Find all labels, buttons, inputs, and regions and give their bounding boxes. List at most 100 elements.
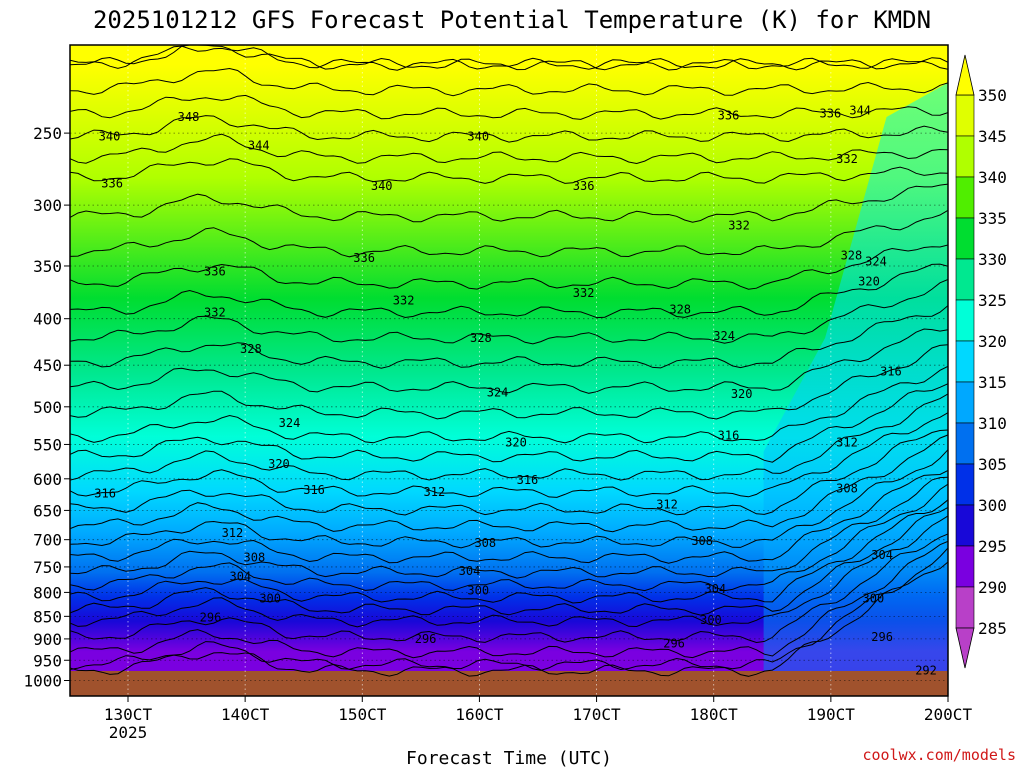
colorbar-segment [955,422,975,465]
contour-label: 344 [248,139,270,153]
y-tick-label: 700 [33,531,62,550]
ground-layer [70,671,948,696]
x-tick-label: 180CT [690,705,739,724]
colorbar-tick-label: 345 [978,127,1007,146]
x-tick-sublabel: 2025 [109,723,148,742]
y-axis: 250 300 350 400 450 500 550 600 650 700 750 800 850 9… [23,124,70,691]
contour-label: 292 [915,664,937,678]
y-tick-label: 600 [33,470,62,489]
contour-label: 324 [713,329,735,343]
contour-label: 336 [101,176,123,190]
contour-label: 304 [871,548,893,562]
contour-label: 332 [836,152,858,166]
colorbar-tick-label: 340 [978,168,1007,187]
contour-line [70,158,948,184]
contour-label: 304 [229,569,251,583]
y-tick-label: 900 [33,630,62,649]
y-tick-label: 750 [33,558,62,577]
colorbar-tick-label: 310 [978,414,1007,433]
colorbar-segment [955,135,975,178]
chart-title: 2025101212 GFS Forecast Potential Temper… [93,6,931,34]
y-tick-label: 300 [33,196,62,215]
contour-line [70,183,948,223]
contour-label: 332 [393,294,415,308]
contour-line [70,499,948,604]
colorbar-tick-label: 330 [978,250,1007,269]
contour-labels: 348 344 340 340 340 336 336 336 336 336 336 344 332 3… [94,103,937,678]
colorbar-segment [955,258,975,301]
contour-label: 316 [303,483,325,497]
y-tick-label: 800 [33,583,62,602]
x-tick-label: 190CT [807,705,856,724]
colorbar-segment [955,299,975,342]
contour-label: 312 [656,497,678,511]
plot-area: 348 344 340 340 340 336 336 336 336 336 336 344 332 3… [70,45,948,696]
credit-text: coolwx.com/models [862,746,1016,764]
contour-label: 336 [204,265,226,279]
colorbar-tick-label: 295 [978,537,1007,556]
contour-line [70,209,948,258]
y-tick-label: 1000 [23,672,62,691]
contour-label: 320 [731,387,753,401]
contour-line [70,506,948,616]
contour-label: 324 [487,385,509,399]
x-tick-label: 150CT [338,705,387,724]
contour-label: 304 [459,564,481,578]
contour-line [70,305,948,369]
contour-label: 328 [841,249,863,263]
y-tick-label: 250 [33,124,62,143]
contour-label: 348 [178,110,200,124]
colorbar-segment [955,217,975,260]
colorbar-top-arrow [955,54,975,96]
contour-line [70,115,948,143]
contour-line [70,412,948,498]
contour-line [70,515,948,628]
contour-label: 296 [415,632,437,646]
contour-label: 300 [863,591,885,605]
contour-line [70,476,948,579]
colorbar-segment [955,176,975,219]
contour-label: 308 [691,534,713,548]
contour-label: 308 [474,536,496,550]
contour-label: 312 [424,485,446,499]
gridlines [70,45,948,696]
y-tick-label: 950 [33,651,62,670]
x-tick-label: 200CT [924,705,973,724]
contour-label: 308 [244,550,266,564]
contour-label: 328 [240,342,262,356]
contour-label: 316 [880,364,902,378]
contour-line [70,133,948,165]
contour-line [70,470,948,564]
contour-line [70,483,948,592]
contour-label: 340 [467,129,489,143]
contour-line [70,328,948,394]
contour-label: 296 [200,610,222,624]
contour-line [70,67,948,97]
contour-label: 300 [467,583,489,597]
y-tick-label: 450 [33,356,62,375]
y-tick-label: 400 [33,310,62,329]
contour-label: 316 [718,429,740,443]
contour-label: 320 [268,457,290,471]
x-tick-label: 130CT [104,705,153,724]
contour-line [70,383,948,463]
colorbar-tick-label: 305 [978,455,1007,474]
contour-line [70,533,948,644]
colorbar-tick-label: 320 [978,332,1007,351]
x-tick-label: 170CT [572,705,621,724]
contour-label: 332 [728,219,750,233]
contour-label: 324 [279,416,301,430]
colorbar-segment [955,381,975,424]
contour-line [70,540,948,659]
plot-frame [69,44,949,697]
colorbar-segment [955,94,975,137]
contour-line [70,561,948,677]
contour-label: 300 [259,591,281,605]
contour-line [70,449,948,549]
contour-label: 336 [573,179,595,193]
contour-label: 300 [700,613,722,627]
contour-label: 344 [849,103,871,117]
colorbar-tick-label: 325 [978,291,1007,310]
